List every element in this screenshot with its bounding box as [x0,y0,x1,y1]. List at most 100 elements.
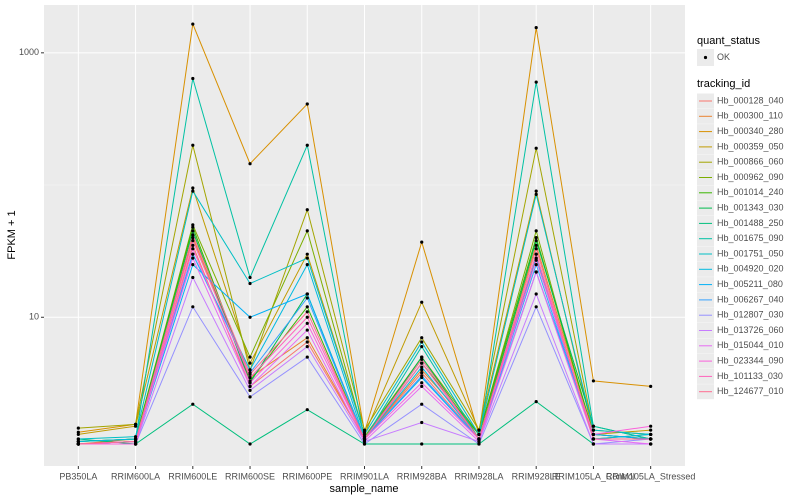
point [649,437,653,441]
point [191,243,195,247]
point [420,336,424,340]
point [420,361,424,365]
point [191,223,195,227]
point [133,435,138,439]
legend-label: OK [717,52,730,62]
point [305,252,309,256]
point [591,379,596,383]
legend-label: Hb_000962_090 [717,172,784,182]
point [591,437,596,441]
point [248,275,252,280]
point [534,189,538,193]
legend-label: Hb_001343_030 [717,202,784,212]
point [420,355,424,359]
point [420,374,424,378]
point [534,26,538,30]
point [248,368,252,372]
point [191,263,195,267]
point [248,355,252,359]
point [248,388,252,392]
point [534,252,538,256]
legend-label: Hb_005211_080 [717,279,783,289]
point [248,281,252,286]
point [305,229,309,233]
point [191,239,195,243]
point [362,435,367,439]
point [420,442,424,446]
point [191,256,195,260]
x-tick-label: RRIM928BA [397,471,447,481]
point [534,292,538,296]
point [534,305,538,309]
legend-label: Hb_124677_010 [717,386,784,396]
legend-label: Hb_004920_020 [717,264,784,274]
legend-label: Hb_001751_050 [717,248,784,258]
point [305,344,309,349]
point [191,76,195,81]
point [248,361,252,365]
legend-label: Hb_001488_250 [717,218,784,228]
x-tick-label: RRIM105LA_Control [552,471,635,481]
x-tick-label: RRIM600SE [225,471,275,481]
point [420,365,424,369]
x-tick-label: RRIM600LE [168,471,217,481]
legend-label: Hb_001675_090 [717,233,784,243]
point [420,402,424,406]
point [591,442,596,446]
legend-label: Hb_000128_040 [717,95,784,105]
point [305,208,309,212]
point [305,292,309,296]
point [191,305,195,309]
point [133,442,138,446]
point [191,252,195,256]
point [534,239,538,243]
point [191,275,195,280]
point [191,236,195,240]
point [248,315,252,319]
point [362,432,367,437]
point [649,424,653,428]
point [649,432,653,437]
point [133,437,138,441]
point [191,22,195,26]
point [477,428,481,432]
point [362,437,367,441]
point [305,340,309,344]
point [191,247,195,251]
legend-label: Hb_000340_280 [717,126,784,136]
point [305,296,309,300]
point [534,247,538,251]
point [191,402,195,406]
point [534,243,538,247]
point [248,381,252,385]
point [534,146,538,150]
point [420,381,424,385]
legend-label: Hb_000300_110 [717,111,783,121]
point [420,368,424,372]
x-axis-title: sample_name [329,483,398,495]
point [420,371,424,375]
legend-label: Hb_012807_030 [717,310,784,320]
point [591,428,596,432]
point [591,424,596,428]
point [248,372,252,376]
point [477,432,481,437]
point [76,426,80,430]
legend-label: Hb_101133_030 [717,371,783,381]
point [248,384,252,388]
point [649,384,653,388]
point [420,357,424,362]
point [248,162,252,166]
y-tick-label: 10 [29,312,39,322]
point [362,428,367,432]
point [477,439,481,444]
x-tick-label: RRIM901LA [340,471,389,481]
y-tick-label: 1000 [19,47,39,57]
legend-title: quant_status [697,35,760,47]
point [534,236,538,240]
point [534,192,538,196]
point [248,395,252,399]
point [248,442,252,446]
point [305,263,309,267]
